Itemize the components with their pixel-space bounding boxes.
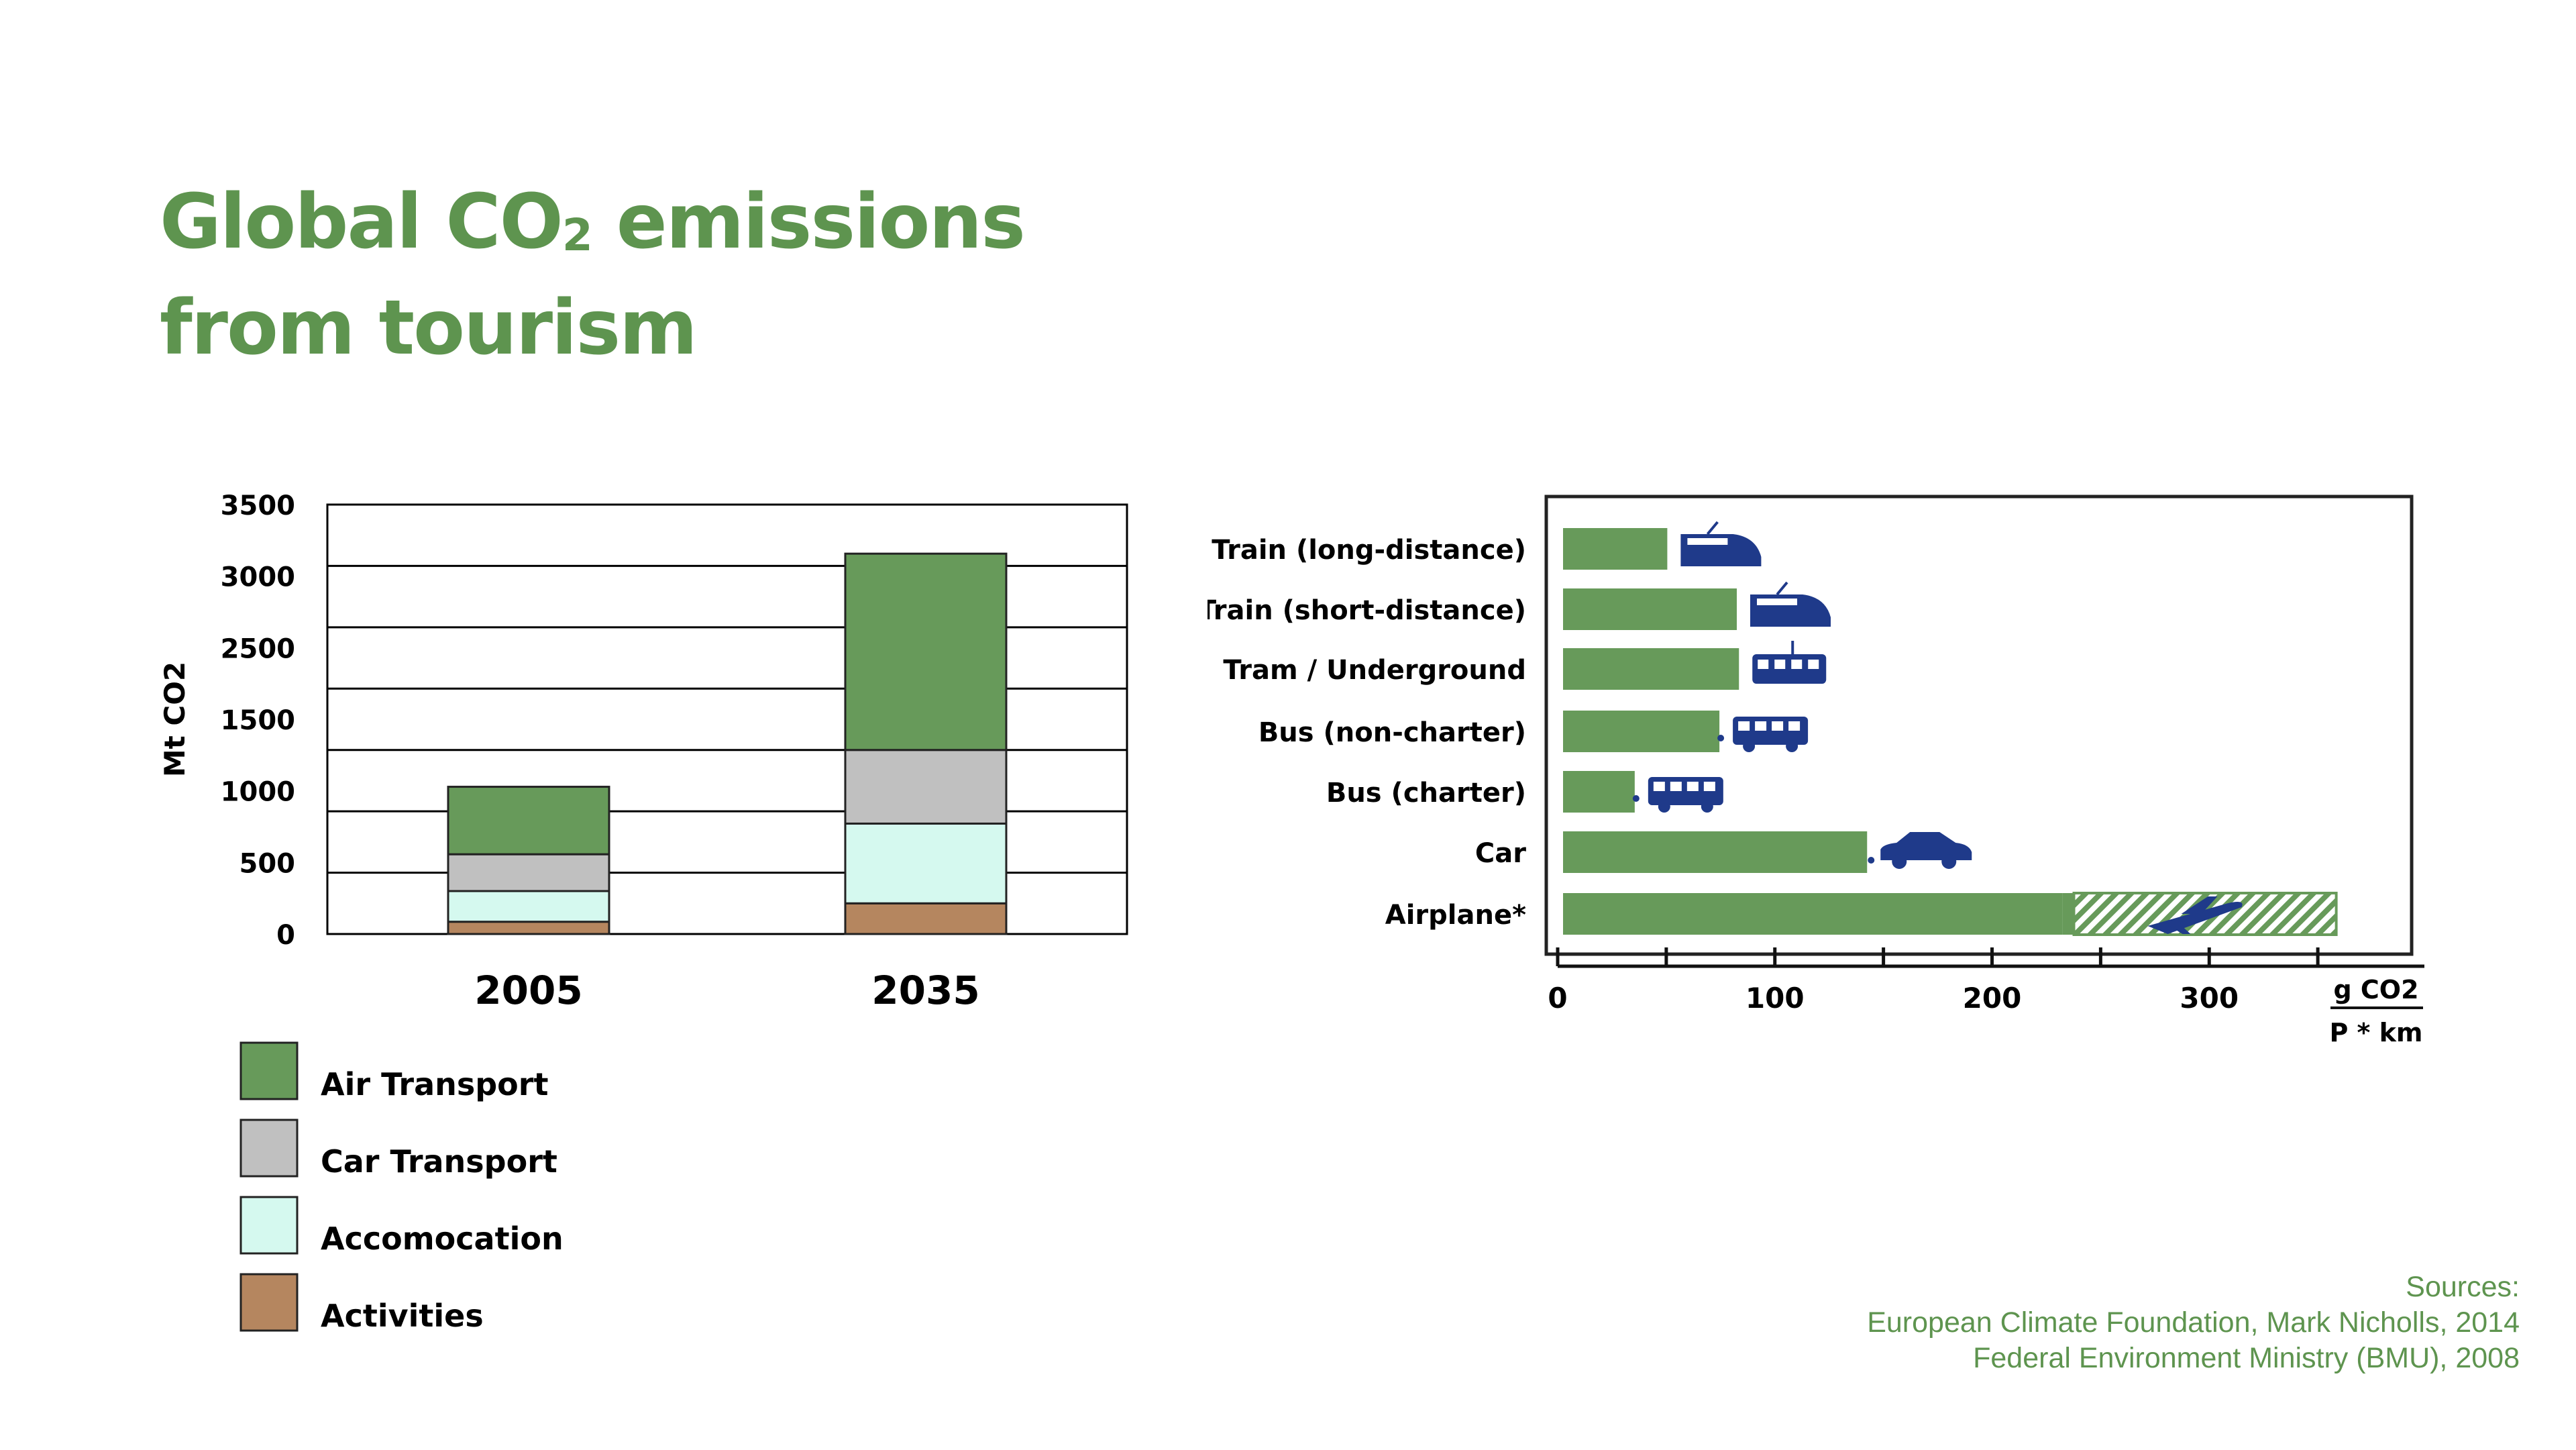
y-tick-label: 3000 bbox=[221, 562, 295, 593]
bus-window bbox=[1772, 721, 1784, 731]
bar bbox=[1563, 528, 1668, 570]
bar bbox=[1563, 648, 1739, 690]
category-label: Train (short-distance) bbox=[1208, 595, 1526, 626]
bus-window bbox=[1788, 721, 1801, 731]
y-axis-label: Mt CO2 bbox=[158, 662, 191, 777]
plane-wing-low bbox=[2165, 919, 2191, 934]
category-label: Tram / Underground bbox=[1223, 655, 1526, 686]
train-window bbox=[1757, 599, 1797, 605]
bus-wheel bbox=[1658, 800, 1670, 813]
legend-swatch bbox=[239, 1041, 299, 1100]
bus-wheel bbox=[1743, 740, 1756, 752]
bar-segment-air-transport bbox=[447, 786, 610, 856]
tram-body bbox=[1752, 654, 1827, 684]
bar bbox=[1563, 831, 1868, 873]
bus-wheel bbox=[1701, 800, 1713, 813]
x-tick-label: 2035 bbox=[871, 968, 979, 1013]
bar bbox=[1563, 588, 1737, 630]
stacked-bar-chart: 0 500 1000 1500 2500 3000 3500 Mt CO2 2005 2035 Ai… bbox=[158, 490, 1128, 1334]
bar-segment-activities bbox=[844, 902, 1008, 935]
bus-icon bbox=[1632, 777, 1723, 813]
bar-solid-extension bbox=[2062, 893, 2074, 935]
category-label: Airplane* bbox=[1385, 900, 1526, 931]
car-wheel bbox=[1941, 854, 1957, 869]
car-body bbox=[1880, 832, 1972, 860]
bar-segment-car-transport bbox=[844, 749, 1008, 825]
y-tick-label: 1000 bbox=[221, 777, 295, 808]
sources-block: Sources: European Climate Foundation, Ma… bbox=[1867, 1270, 2520, 1376]
unit-numerator: g CO2 bbox=[2333, 975, 2418, 1004]
bar bbox=[1563, 771, 1635, 813]
source-line-1: European Climate Foundation, Mark Nichol… bbox=[1867, 1306, 2520, 1339]
exhaust-dot bbox=[1868, 857, 1875, 864]
car-wheel bbox=[1892, 854, 1907, 869]
bar-segment-activities bbox=[447, 921, 610, 935]
plane-wing bbox=[2181, 896, 2218, 914]
bar-segment-accomocation bbox=[447, 890, 610, 923]
bus-icon bbox=[1717, 717, 1809, 752]
title-line-2: from tourism bbox=[160, 284, 698, 372]
exhaust-dot bbox=[1632, 795, 1640, 802]
pantograph bbox=[1776, 581, 1788, 596]
legend-swatch bbox=[239, 1119, 299, 1178]
bus-window bbox=[1703, 782, 1715, 791]
bus-wheel bbox=[1786, 740, 1799, 752]
y-tick-label: 500 bbox=[239, 848, 296, 879]
horizontal-bar-chart: Train (long-distance) Train (short-distan… bbox=[1208, 495, 2424, 1047]
legend-label: Air Transport bbox=[321, 1066, 548, 1102]
category-label: Car bbox=[1475, 838, 1526, 869]
title-text-main: Global CO bbox=[160, 178, 564, 266]
x-tick-label: 0 bbox=[1548, 982, 1567, 1015]
bar-segment-accomocation bbox=[844, 822, 1008, 904]
legend-label: Accomocation bbox=[321, 1221, 564, 1257]
legend-label: Activities bbox=[321, 1298, 484, 1334]
y-tick-label: 2500 bbox=[221, 633, 295, 664]
legend-label: Car Transport bbox=[321, 1143, 557, 1180]
y-tick-label: 3500 bbox=[221, 490, 295, 521]
train-icon bbox=[1680, 521, 1762, 566]
category-label: Bus (non-charter) bbox=[1258, 717, 1526, 748]
train-icon bbox=[1750, 581, 1831, 627]
category-label: Train (long-distance) bbox=[1212, 535, 1526, 566]
tram-icon bbox=[1752, 641, 1827, 684]
y-tick-label: 1500 bbox=[221, 705, 295, 736]
page-title: Global CO2 emissions from tourism bbox=[160, 176, 1026, 374]
exhaust-dot bbox=[1717, 735, 1725, 741]
bar-segment-air-transport bbox=[844, 552, 1008, 752]
bus-window bbox=[1670, 782, 1682, 791]
tram-window bbox=[1791, 660, 1803, 669]
legend-swatch bbox=[239, 1196, 299, 1255]
bus-window bbox=[1738, 721, 1750, 731]
category-label: Bus (charter) bbox=[1326, 778, 1526, 809]
bar-segment-car-transport bbox=[447, 853, 610, 892]
tram-window bbox=[1758, 660, 1769, 669]
tram-window bbox=[1774, 660, 1786, 669]
y-tick-label: 0 bbox=[276, 920, 295, 951]
title-text-end: emissions bbox=[591, 178, 1026, 266]
title-subscript: 2 bbox=[561, 209, 593, 261]
sources-label: Sources: bbox=[2406, 1271, 2520, 1303]
unit-denominator: P * km bbox=[2329, 1018, 2422, 1047]
legend-swatch bbox=[239, 1273, 299, 1332]
airplane-icon bbox=[2147, 896, 2243, 934]
x-tick-label: 100 bbox=[1746, 982, 1805, 1015]
bar bbox=[1563, 893, 2063, 935]
bus-window bbox=[1653, 782, 1665, 791]
x-tick-label: 2005 bbox=[474, 968, 582, 1013]
tram-window bbox=[1808, 660, 1819, 669]
car-icon bbox=[1868, 832, 1972, 869]
plot-frame bbox=[326, 503, 1128, 935]
title-line-1: Global CO2 emissions bbox=[160, 176, 1026, 282]
train-window bbox=[1687, 538, 1728, 545]
bus-window bbox=[1686, 782, 1699, 791]
bar bbox=[1563, 711, 1720, 752]
x-tick-label: 200 bbox=[1963, 982, 2022, 1015]
pantograph bbox=[1706, 521, 1719, 535]
x-tick-label: 300 bbox=[2180, 982, 2239, 1015]
bus-window bbox=[1755, 721, 1767, 731]
source-line-2: Federal Environment Ministry (BMU), 2008 bbox=[1973, 1342, 2520, 1374]
